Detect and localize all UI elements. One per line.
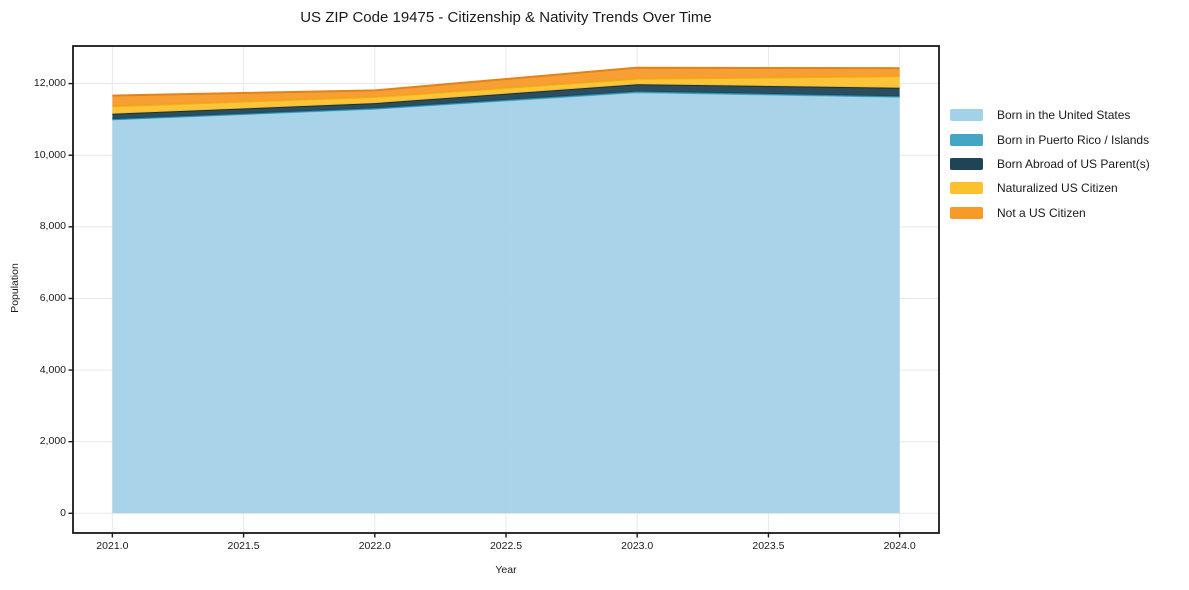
x-tick-label: 2023.5 bbox=[752, 540, 785, 552]
x-tick-label: 2024.0 bbox=[883, 540, 916, 552]
x-tick-label: 2022.0 bbox=[358, 540, 391, 552]
x-tick-label: 2022.5 bbox=[489, 540, 523, 552]
legend-label: Not a US Citizen bbox=[997, 205, 1086, 220]
legend: Born in the United States Born in Puerto … bbox=[950, 103, 1150, 225]
y-tick-label: 2,000 bbox=[39, 435, 66, 448]
y-tick-label: 12,000 bbox=[33, 77, 66, 90]
legend-label: Born in the United States bbox=[997, 108, 1131, 123]
legend-item: Not a US Citizen bbox=[950, 201, 1150, 225]
y-tick-label: 6,000 bbox=[39, 291, 66, 304]
legend-label: Born in Puerto Rico / Islands bbox=[997, 132, 1150, 147]
area-series-4 bbox=[112, 67, 900, 107]
x-axis-label: Year bbox=[495, 564, 517, 576]
x-tick-label: 2023.0 bbox=[621, 540, 654, 552]
legend-item: Born in Puerto Rico / Islands bbox=[950, 127, 1150, 151]
legend-item: Naturalized US Citizen bbox=[950, 176, 1150, 200]
y-tick-label: 8,000 bbox=[39, 220, 66, 233]
area-edge-4 bbox=[112, 66, 900, 97]
legend-swatch bbox=[950, 133, 983, 146]
legend-item: Born in the United States bbox=[950, 103, 1150, 127]
y-axis-label: Population bbox=[9, 263, 21, 313]
area-series-0 bbox=[112, 92, 900, 514]
legend-label: Born Abroad of US Parent(s) bbox=[997, 156, 1150, 171]
legend-swatch bbox=[950, 206, 983, 219]
legend-label: Naturalized US Citizen bbox=[997, 181, 1118, 196]
y-tick-label: 0 bbox=[60, 506, 66, 519]
y-tick-label: 4,000 bbox=[39, 363, 66, 376]
y-tick-label: 10,000 bbox=[33, 148, 66, 161]
legend-item: Born Abroad of US Parent(s) bbox=[950, 152, 1150, 176]
area-series-2 bbox=[112, 84, 900, 120]
x-tick-label: 2021.5 bbox=[227, 540, 260, 552]
chart-title: US ZIP Code 19475 - Citizenship & Nativi… bbox=[300, 9, 712, 26]
legend-swatch bbox=[950, 182, 983, 195]
legend-swatch bbox=[950, 109, 983, 122]
x-tick-label: 2021.0 bbox=[96, 540, 129, 552]
legend-swatch bbox=[950, 157, 983, 170]
area-series-3 bbox=[112, 76, 900, 114]
